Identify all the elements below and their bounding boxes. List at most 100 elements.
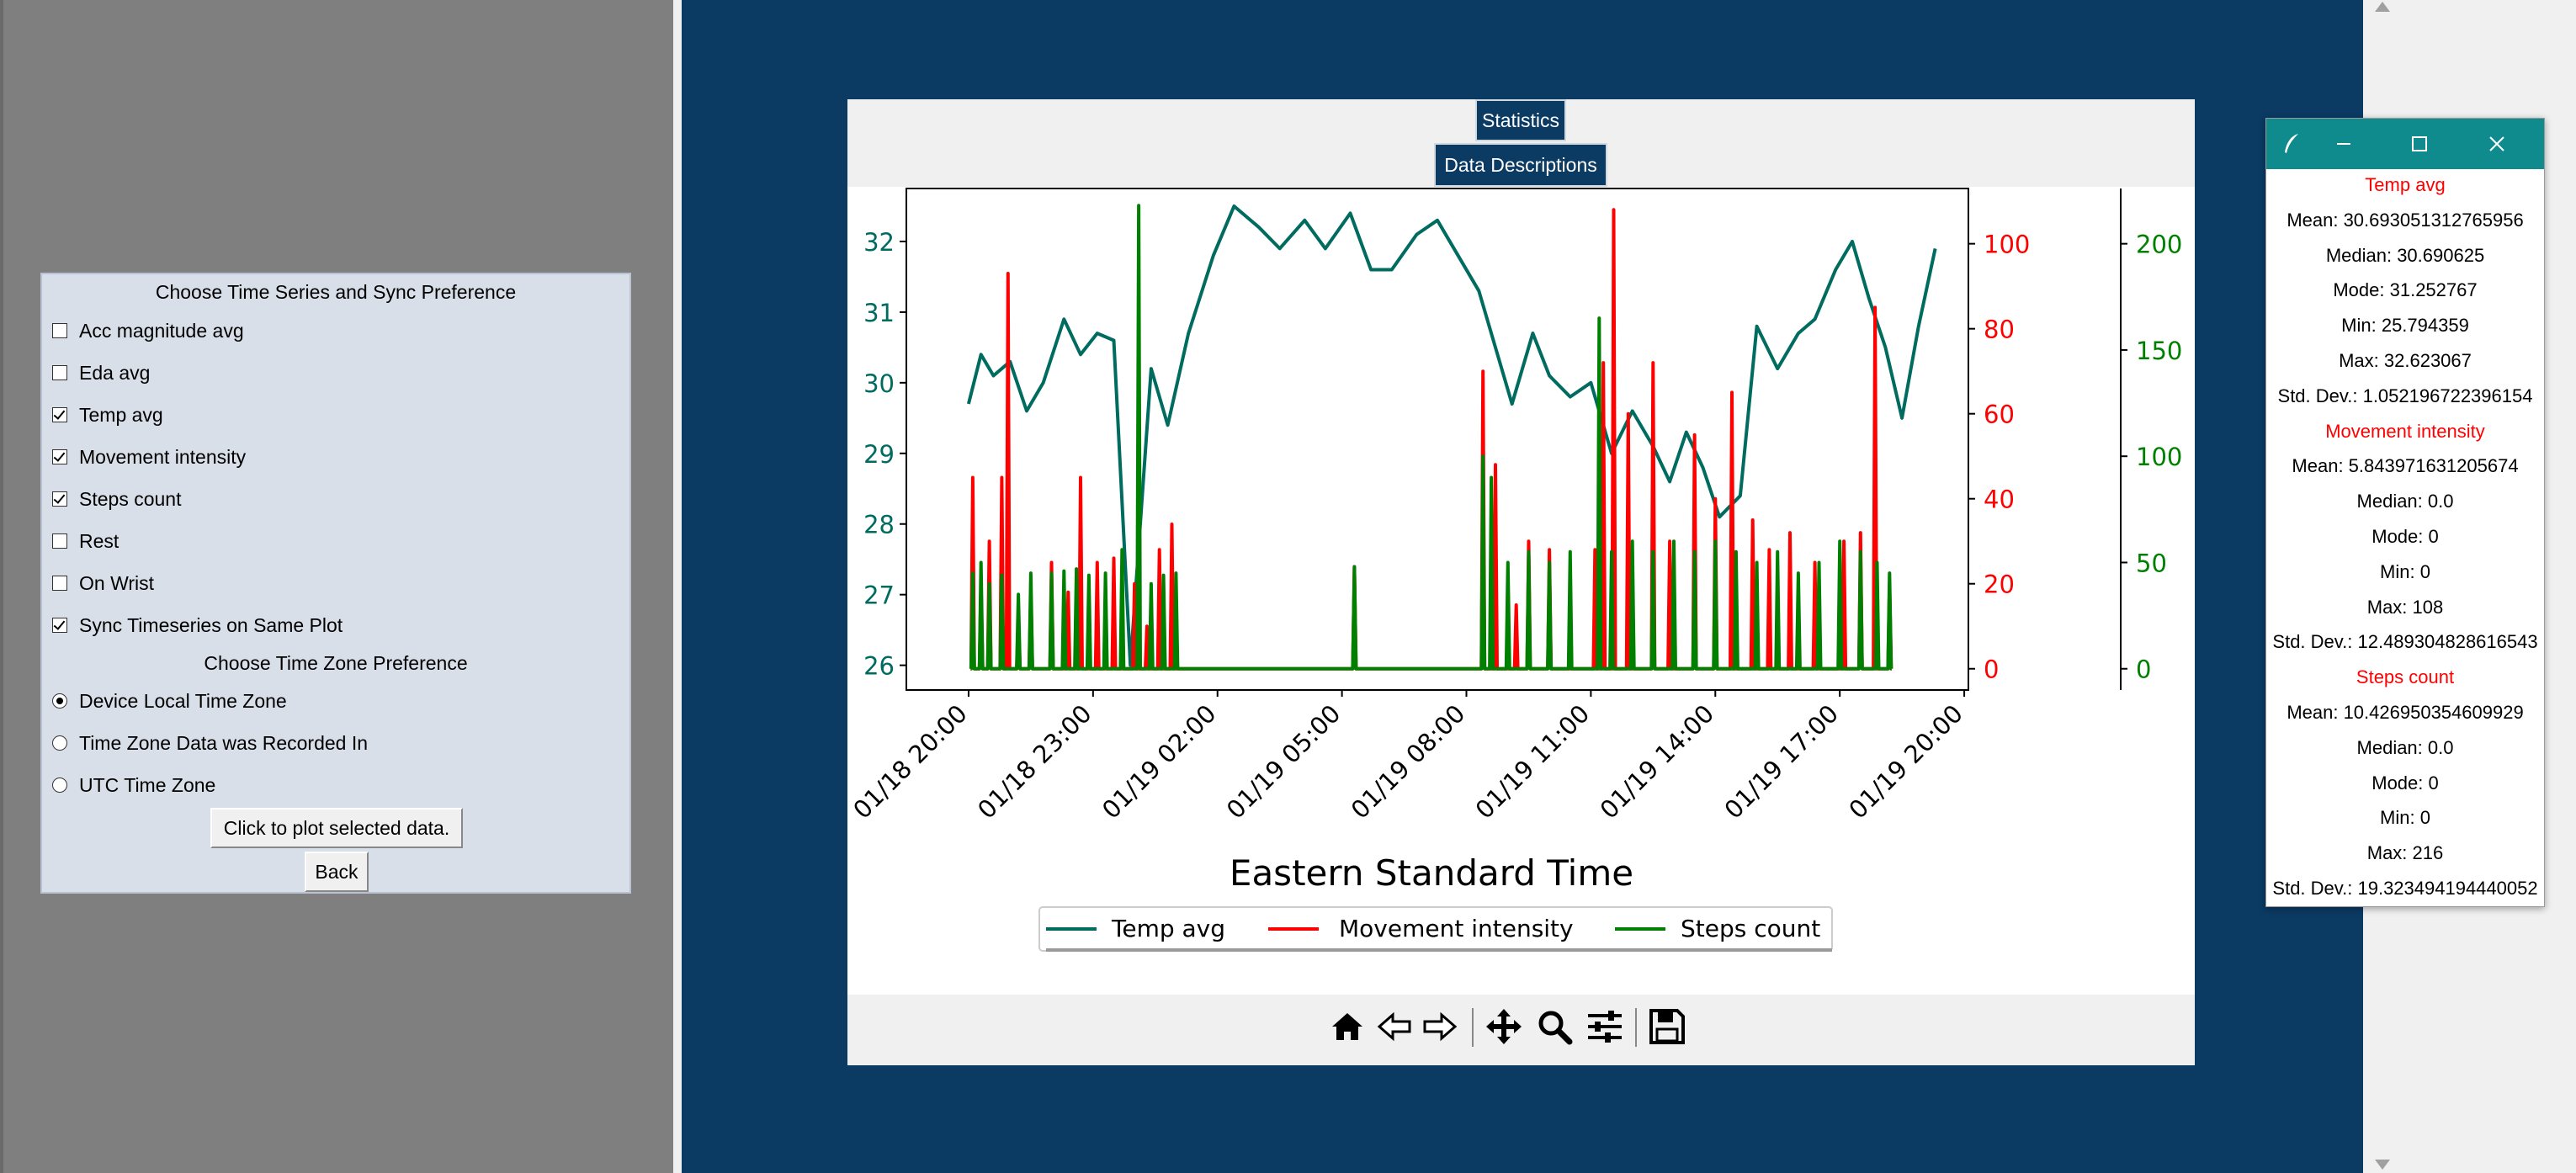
checkbox-label: On Wrist <box>79 571 155 594</box>
options-panel: Choose Time Series and Sync Preference A… <box>40 273 631 894</box>
checkbox-steps-count[interactable]: Steps count <box>52 485 181 513</box>
series-movement-intensity <box>969 208 1893 671</box>
minimize-icon[interactable] <box>2329 129 2359 159</box>
y-tick-label-left: 29 <box>863 440 895 469</box>
x-axis-label: Eastern Standard Time <box>1230 852 1633 894</box>
home-icon[interactable] <box>1327 1006 1368 1047</box>
legend: Temp avg Movement intensity Steps count <box>1038 906 1833 952</box>
y-tick-label-steps: 50 <box>2136 549 2167 577</box>
back-button[interactable]: Back <box>305 852 369 892</box>
radio-device-local-time-zone[interactable]: Device Local Time Zone <box>52 687 287 715</box>
checkbox-box[interactable] <box>52 576 67 591</box>
stats-row: Mean: 10.426950354609929 <box>2287 702 2524 723</box>
toolbar-separator <box>1472 1008 1474 1047</box>
plot-canvas: 26 27 28 29 30 31 32 0 20 40 60 80 100 0 50 100 150 200 01… <box>847 187 2195 995</box>
close-icon[interactable] <box>2482 129 2512 159</box>
y-tick-label-steps: 100 <box>2136 443 2182 471</box>
stats-row: Mean: 30.693051312765956 <box>2287 209 2524 231</box>
radio-recorded-time-zone[interactable]: Time Zone Data was Recorded In <box>52 729 368 757</box>
y-tick-label-steps: 200 <box>2136 231 2182 259</box>
zoom-icon[interactable] <box>1534 1006 1575 1047</box>
statistics-button[interactable]: Statistics <box>1475 99 1566 141</box>
x-tick-label: 01/19 05:00 <box>1221 699 1346 825</box>
stats-row: Min: 25.794359 <box>2341 315 2469 337</box>
plot-selected-data-button[interactable]: Click to plot selected data. <box>210 808 463 848</box>
checkbox-movement-intensity[interactable]: Movement intensity <box>52 443 246 471</box>
series-steps-count <box>969 204 1893 671</box>
checkbox-acc-magnitude-avg[interactable]: Acc magnitude avg <box>52 316 244 345</box>
legend-label-steps-count: Steps count <box>1681 915 1820 942</box>
radio-circle[interactable] <box>52 778 67 793</box>
scroll-down-arrow-icon[interactable] <box>2375 1160 2390 1170</box>
y-tick-label-movement: 20 <box>1984 571 2015 599</box>
checkbox-box[interactable] <box>52 449 67 464</box>
stats-row: Max: 108 <box>2366 596 2444 618</box>
x-tick-label: 01/19 20:00 <box>1843 699 1968 825</box>
checkbox-temp-avg[interactable]: Temp avg <box>52 401 163 429</box>
checkbox-box[interactable] <box>52 407 67 422</box>
stats-row: Std. Dev.: 1.052196722396154 <box>2277 385 2533 406</box>
y-tick-label-left: 26 <box>863 652 895 681</box>
checkbox-box[interactable] <box>52 533 67 549</box>
x-tick-label: 01/19 02:00 <box>1097 699 1222 825</box>
stats-row: Min: 0 <box>2380 560 2430 582</box>
y-tick-label-left: 30 <box>863 369 895 398</box>
y-tick-label-movement: 80 <box>1984 316 2015 344</box>
stats-row: Max: 216 <box>2366 842 2444 864</box>
y-tick-label-movement: 0 <box>1984 656 1999 684</box>
y-tick-label-left: 27 <box>863 581 895 610</box>
checkbox-label: Steps count <box>79 487 182 510</box>
forward-arrow-icon[interactable] <box>1420 1006 1460 1047</box>
stats-window-titlebar[interactable] <box>2266 119 2544 169</box>
checkbox-on-wrist[interactable]: On Wrist <box>52 569 154 597</box>
checkbox-label: Temp avg <box>79 403 163 426</box>
stats-row: Mode: 0 <box>2372 772 2439 794</box>
pane-divider[interactable] <box>673 0 682 1173</box>
series-heading: Choose Time Series and Sync Preference <box>155 281 517 303</box>
checkbox-label: Rest <box>79 529 120 552</box>
scroll-up-arrow-icon[interactable] <box>2375 2 2390 12</box>
y-tick-label-steps: 0 <box>2136 656 2151 684</box>
y-tick-label-left: 28 <box>863 511 895 539</box>
radio-circle[interactable] <box>52 693 67 709</box>
checkbox-sync-timeseries[interactable]: Sync Timeseries on Same Plot <box>52 611 343 640</box>
checkbox-eda-avg[interactable]: Eda avg <box>52 358 150 387</box>
checkbox-box[interactable] <box>52 618 67 633</box>
stats-row: Mode: 0 <box>2372 526 2439 547</box>
stats-row: Median: 0.0 <box>2356 736 2454 758</box>
pan-icon[interactable] <box>1484 1006 1524 1047</box>
checkbox-label: Movement intensity <box>79 445 247 468</box>
x-tick-label: 01/18 20:00 <box>847 699 973 825</box>
checkbox-box[interactable] <box>52 365 67 380</box>
save-icon[interactable] <box>1647 1006 1687 1047</box>
y-tick-label-movement: 60 <box>1984 401 2015 429</box>
data-descriptions-button[interactable]: Data Descriptions <box>1434 143 1607 187</box>
maximize-icon[interactable] <box>2404 129 2435 159</box>
stats-row: Std. Dev.: 12.489304828616543 <box>2272 631 2538 653</box>
feather-icon <box>2276 129 2307 159</box>
x-tick-label: 01/19 11:00 <box>1470 699 1596 825</box>
checkbox-box[interactable] <box>52 323 67 338</box>
radio-circle[interactable] <box>52 735 67 751</box>
y-tick-label-steps: 150 <box>2136 337 2182 365</box>
stats-section-title: Movement intensity <box>2325 420 2485 442</box>
radio-label: Time Zone Data was Recorded In <box>79 731 369 754</box>
legend-label-temp-avg: Temp avg <box>1111 915 1225 942</box>
checkbox-rest[interactable]: Rest <box>52 527 119 555</box>
plot-frame <box>906 188 1969 691</box>
radio-utc-time-zone[interactable]: UTC Time Zone <box>52 771 215 799</box>
left-edge <box>0 0 3 1173</box>
stats-row: Max: 32.623067 <box>2339 350 2472 371</box>
checkbox-box[interactable] <box>52 491 67 507</box>
series-temp-avg <box>966 204 1937 667</box>
back-arrow-icon[interactable] <box>1374 1006 1415 1047</box>
stats-row: Std. Dev.: 19.323494194440052 <box>2272 878 2538 899</box>
y-tick-label-movement: 40 <box>1984 486 2015 514</box>
x-tick-label: 01/19 14:00 <box>1594 699 1719 825</box>
configure-subplots-icon[interactable] <box>1585 1006 1625 1047</box>
timezone-heading: Choose Time Zone Preference <box>204 652 468 674</box>
y-tick-label-movement: 100 <box>1984 231 2030 259</box>
stats-section-title: Temp avg <box>2365 174 2446 195</box>
stats-row: Median: 0.0 <box>2356 491 2454 512</box>
stats-row: Mode: 31.252767 <box>2333 279 2478 301</box>
